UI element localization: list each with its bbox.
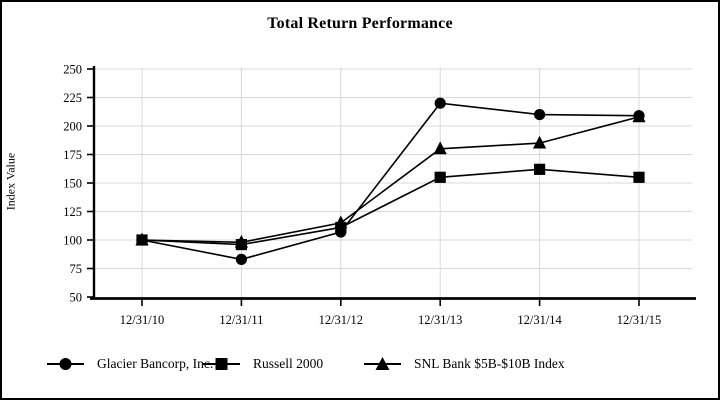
chart-title: Total Return Performance [267,15,453,32]
y-tick-label: 150 [63,177,82,191]
series-line-square [141,168,640,246]
data-point-square [235,238,247,251]
data-point-square [633,171,645,183]
x-tick-label: 12/31/11 [219,313,263,327]
legend-label: SNL Bank $5B-$10B Index [414,356,565,371]
data-point-triangle [533,135,547,149]
legend-label: Glacier Bancorp, Inc. [97,356,214,371]
data-point-circle [235,253,247,265]
data-point-circle [633,110,645,122]
series-line-triangle [141,116,640,244]
x-tick-label: 12/31/15 [617,313,661,327]
data-point-circle [136,234,148,246]
data-point-circle [335,226,347,238]
triangle-marker-icon [364,357,401,370]
data-point-circle [534,109,546,121]
x-tick-label: 12/31/13 [418,313,462,327]
data-point-square [434,171,446,183]
y-tick-label: 225 [63,91,82,105]
legend-label: Russell 2000 [253,356,324,371]
y-tick-label: 100 [63,234,82,248]
y-tick-label: 50 [70,291,83,305]
legend-item-glacier: Glacier Bancorp, Inc. [47,353,213,375]
data-point-triangle [433,141,447,155]
circle-marker-icon [47,358,84,370]
legend-item-snl: SNL Bank $5B-$10B Index [364,353,565,375]
data-point-circle [434,97,446,109]
y-tick-label: 125 [63,205,82,219]
y-tick-label: 175 [63,148,82,162]
x-tick-label: 12/31/12 [319,313,363,327]
x-tick-label: 12/31/14 [517,313,562,327]
x-tick-label: 12/31/10 [120,313,164,327]
y-tick-label: 75 [70,262,83,276]
y-tick-label: 200 [63,120,82,134]
data-point-square [534,163,546,175]
y-axis-label: Index Value [3,152,18,211]
series-line-circle [141,102,640,261]
square-marker-icon [203,358,240,370]
y-tick-label: 250 [63,63,82,77]
legend-item-russell: Russell 2000 [203,353,323,375]
